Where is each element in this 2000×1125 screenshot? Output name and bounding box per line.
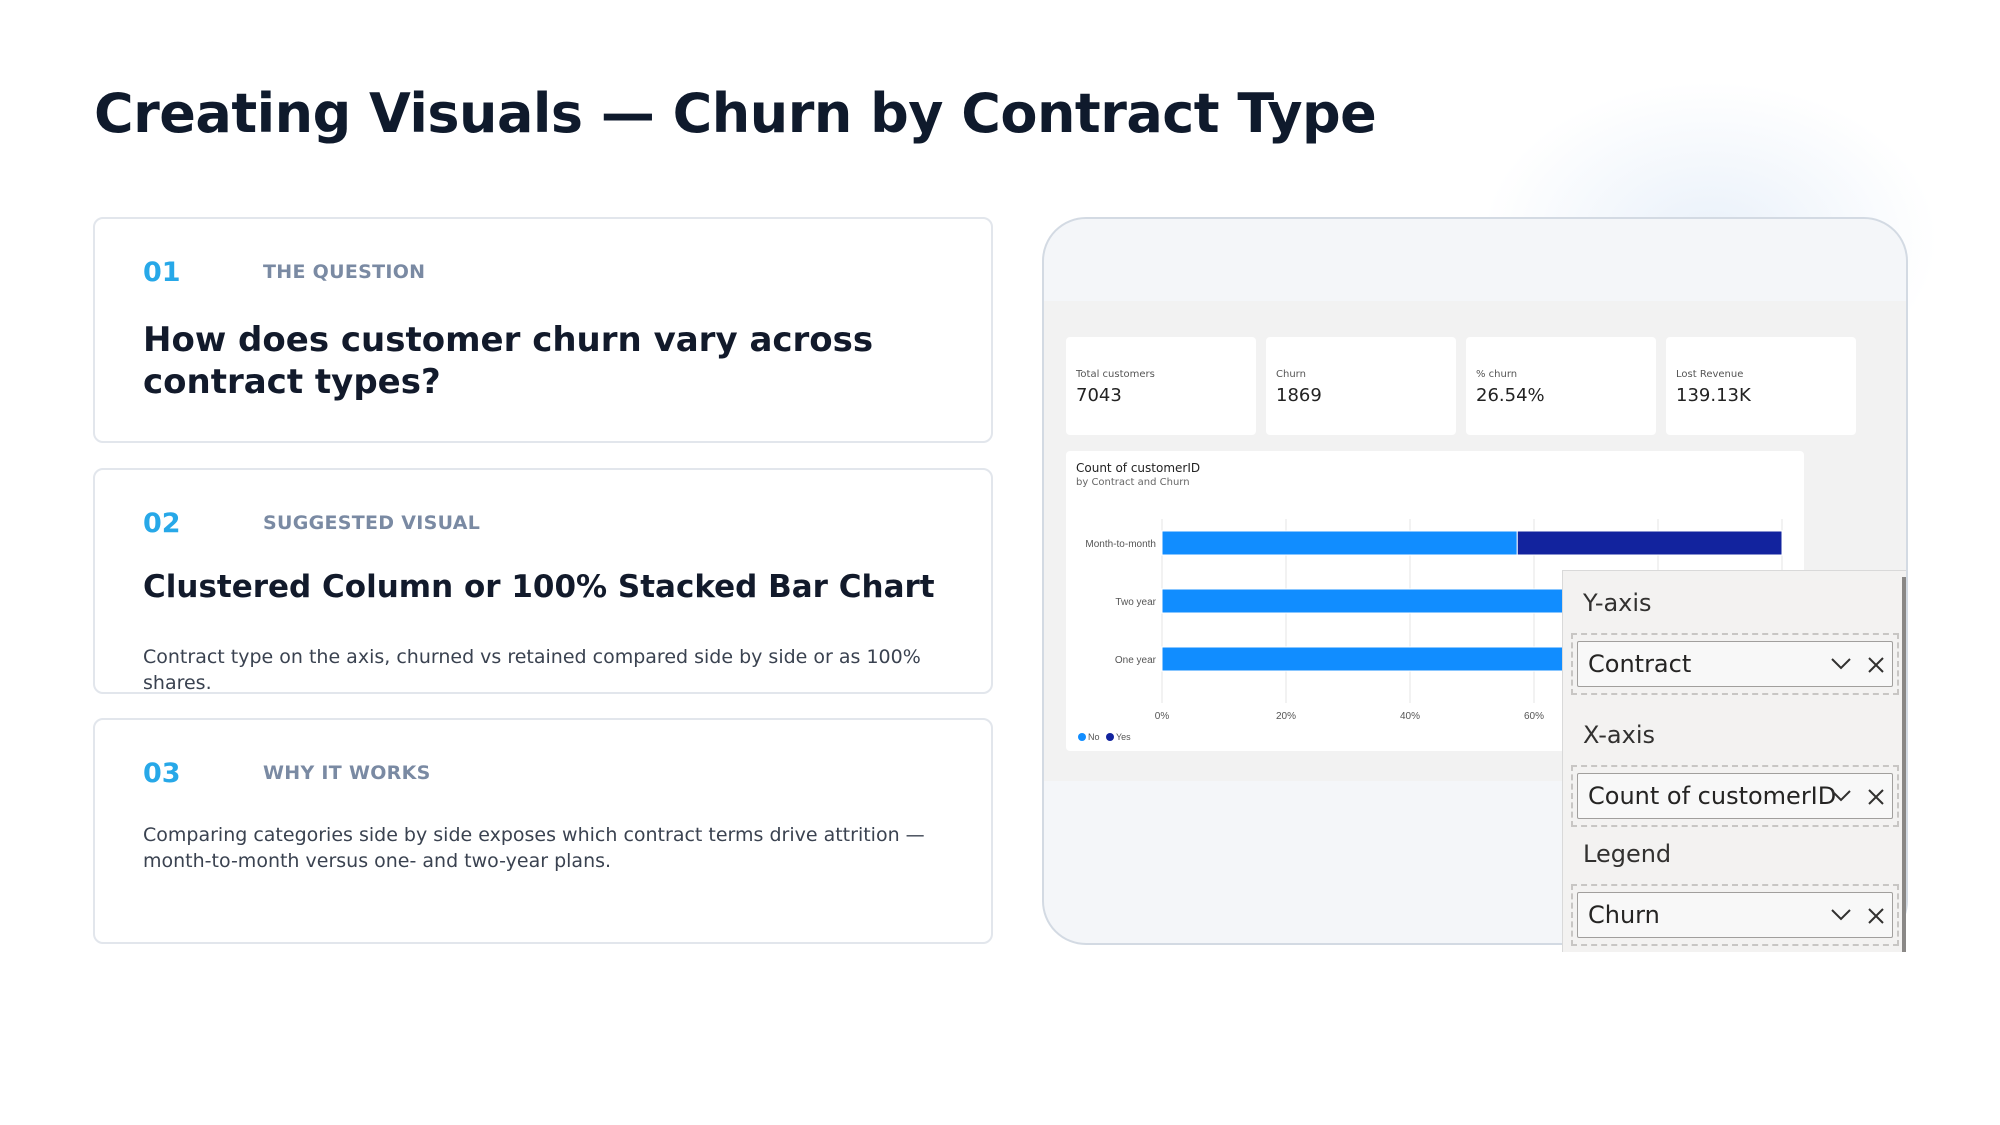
slide-title: Creating Visuals — Churn by Contract Typ… <box>94 82 1377 145</box>
bar-no <box>1161 530 1518 556</box>
category-label: Two year <box>1115 597 1156 608</box>
category-label: Month-to-month <box>1085 539 1156 550</box>
close-icon[interactable] <box>1866 787 1886 807</box>
kpi-card-lost-revenue[interactable]: Lost Revenue 139.13K <box>1666 337 1856 435</box>
well-x-axis[interactable]: Count of customerID <box>1571 765 1899 827</box>
kpi-label: Churn <box>1276 369 1306 380</box>
well-label-y-axis: Y-axis <box>1583 589 1652 617</box>
field-chip-label: Count of customerID <box>1588 782 1837 810</box>
kpi-card-total-customers[interactable]: Total customers 7043 <box>1066 337 1256 435</box>
x-tick-label: 20% <box>1276 711 1296 722</box>
kpi-value: 1869 <box>1276 385 1322 406</box>
kpi-value: 26.54% <box>1476 385 1545 406</box>
well-label-legend: Legend <box>1583 840 1672 868</box>
legend-label: No <box>1088 732 1100 742</box>
card-label: THE QUESTION <box>263 261 426 283</box>
pane-scrollbar[interactable] <box>1902 577 1906 952</box>
field-chip-contract[interactable]: Contract <box>1577 641 1893 687</box>
card-the-question: 01 THE QUESTION How does customer churn … <box>93 217 993 443</box>
chevron-down-icon[interactable] <box>1829 902 1853 926</box>
card-body: Contract type on the axis, churned vs re… <box>143 646 921 694</box>
field-chip-label: Contract <box>1588 650 1692 678</box>
well-label-x-axis: X-axis <box>1583 721 1655 749</box>
chart-subtitle: by Contract and Churn <box>1076 477 1190 488</box>
card-suggested-visual: 02 SUGGESTED VISUAL Clustered Column or … <box>93 468 993 694</box>
well-y-axis[interactable]: Contract <box>1571 633 1899 695</box>
legend-swatch <box>1106 733 1114 741</box>
kpi-label: Total customers <box>1076 369 1155 380</box>
card-why-it-works: 03 WHY IT WORKS Comparing categories sid… <box>93 718 993 944</box>
close-icon[interactable] <box>1866 655 1886 675</box>
chevron-down-icon[interactable] <box>1829 651 1853 675</box>
chevron-down-icon[interactable] <box>1829 783 1853 807</box>
category-label: One year <box>1115 655 1157 666</box>
x-tick-label: 0% <box>1155 711 1170 722</box>
kpi-value: 139.13K <box>1676 385 1751 406</box>
kpi-label: % churn <box>1476 369 1518 380</box>
field-chip-label: Churn <box>1588 901 1660 929</box>
kpi-label: Lost Revenue <box>1676 369 1744 380</box>
card-label: SUGGESTED VISUAL <box>263 512 481 534</box>
legend-label: Yes <box>1116 732 1131 742</box>
kpi-card-churn[interactable]: Churn 1869 <box>1266 337 1456 435</box>
legend-swatch <box>1078 733 1086 741</box>
card-number: 03 <box>143 758 181 789</box>
field-chip-count-of-customerid[interactable]: Count of customerID <box>1577 773 1893 819</box>
card-number: 01 <box>143 257 181 288</box>
x-tick-label: 60% <box>1524 711 1544 722</box>
card-heading: How does customer churn vary across cont… <box>143 320 874 402</box>
bar-yes <box>1516 530 1783 556</box>
x-tick-label: 40% <box>1400 711 1420 722</box>
card-body: Comparing categories side by side expose… <box>143 824 925 872</box>
field-chip-churn[interactable]: Churn <box>1577 892 1893 938</box>
kpi-card-percent-churn[interactable]: % churn 26.54% <box>1466 337 1656 435</box>
well-legend[interactable]: Churn <box>1571 884 1899 946</box>
visualization-fields-pane: Y-axis Contract X-axis Count of customer… <box>1562 570 1906 952</box>
kpi-value: 7043 <box>1076 385 1122 406</box>
close-icon[interactable] <box>1866 906 1886 926</box>
card-number: 02 <box>143 508 181 539</box>
card-label: WHY IT WORKS <box>263 762 431 784</box>
card-heading: Clustered Column or 100% Stacked Bar Cha… <box>143 569 935 605</box>
chart-title: Count of customerID <box>1076 461 1201 475</box>
